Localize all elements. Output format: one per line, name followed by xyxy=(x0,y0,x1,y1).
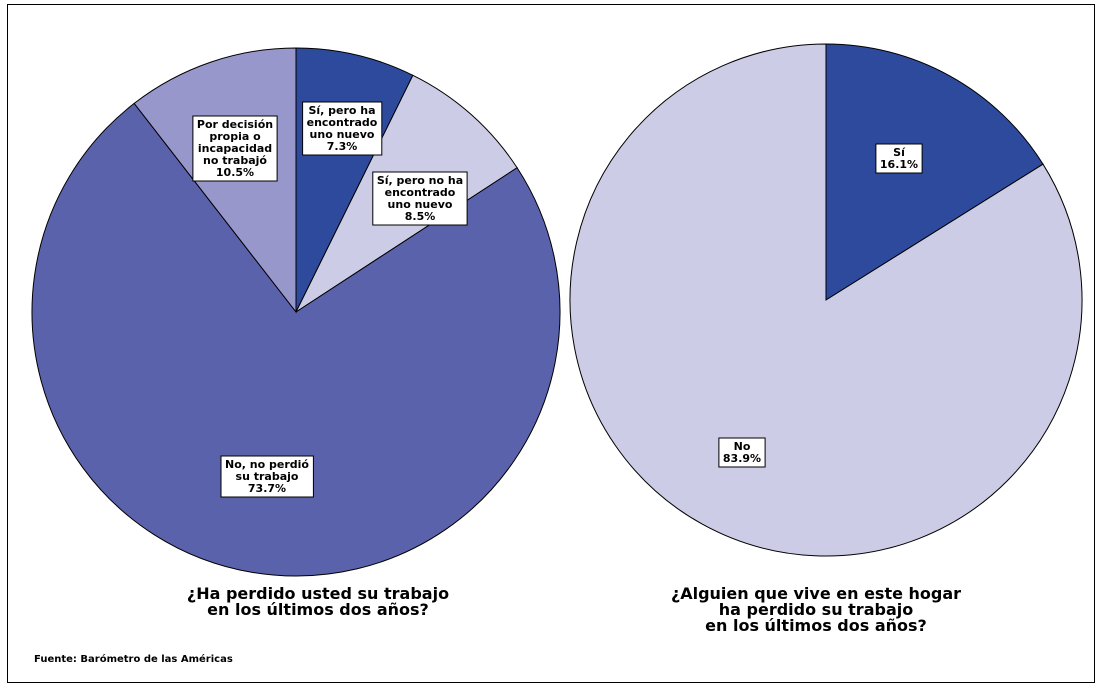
pie1-slice-2-label: Sí, pero no ha encontrado uno nuevo 8.5% xyxy=(372,171,468,226)
pie2-slice-2-label: No 83.9% xyxy=(718,437,766,468)
pie2-slice-1 xyxy=(825,43,1044,301)
pie1-title: ¿Ha perdido usted su trabajo en los últim… xyxy=(187,584,449,619)
pie1-slice-3-label: No, no perdió su trabajo 73.7% xyxy=(220,455,314,498)
pie1-slice-4-label: Por decisión propia o incapacidad no trabaj… xyxy=(192,115,278,182)
pie2-slice-2 xyxy=(569,43,1083,557)
source-note: Fuente: Barómetro de las Américas xyxy=(34,654,233,665)
pie2-title: ¿Alguien que vive en este hogar ha perdid… xyxy=(671,584,961,635)
pie1-slice-3 xyxy=(31,102,561,577)
pie1-slice-1-label: Sí, pero ha encontrado uno nuevo 7.3% xyxy=(302,101,383,156)
pie2-slice-1-label: Sí 16.1% xyxy=(875,143,923,174)
